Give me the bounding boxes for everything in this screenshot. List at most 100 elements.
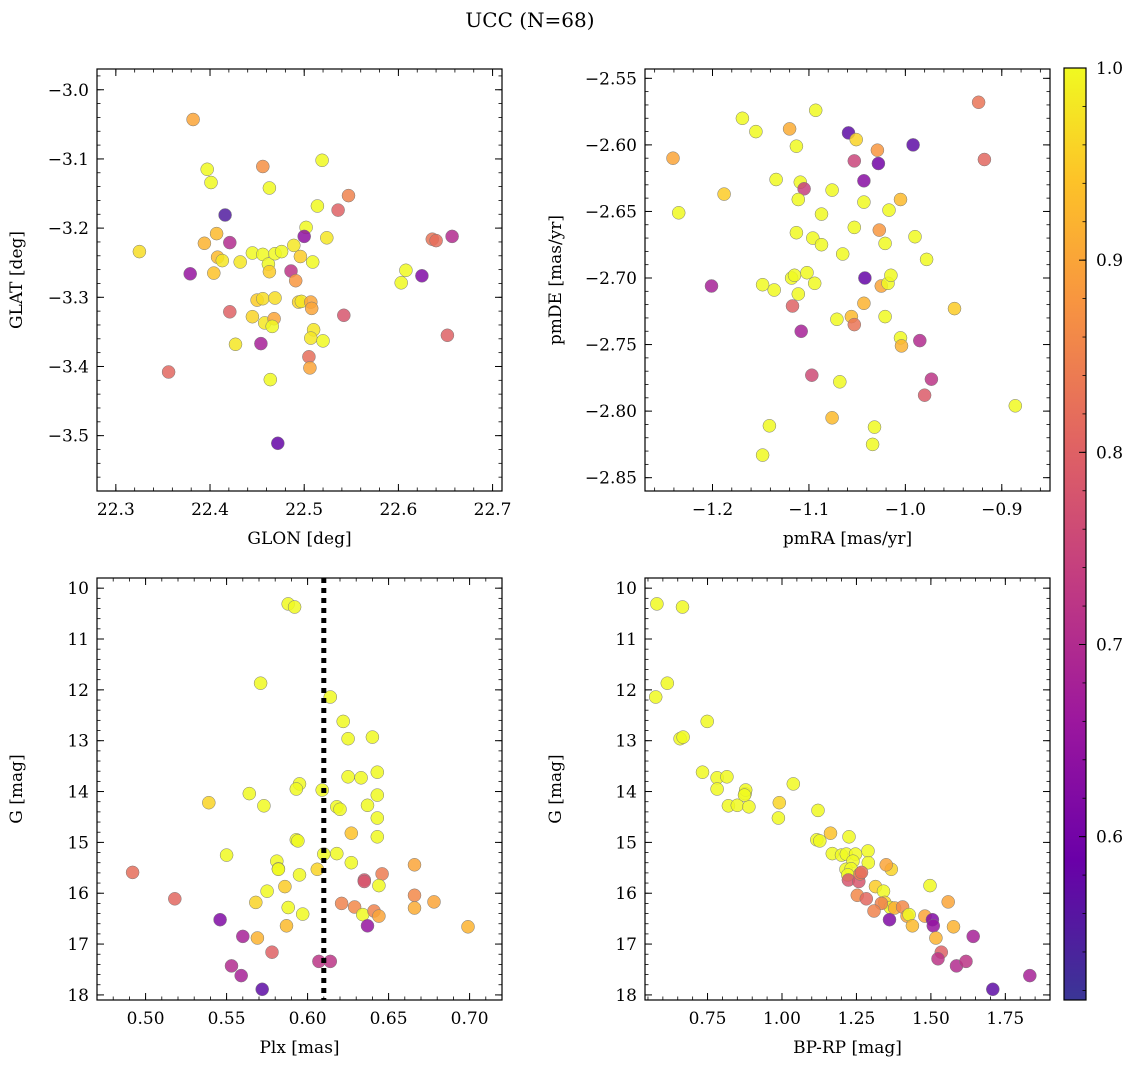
data-point <box>797 182 811 196</box>
colorbar-tick-label: 0.7 <box>1096 635 1123 655</box>
y-tick-label: 16 <box>615 884 637 904</box>
data-point <box>650 597 664 611</box>
data-point <box>204 175 218 190</box>
data-point <box>791 287 806 301</box>
data-point <box>262 181 277 195</box>
colorbar-frame <box>1063 67 1087 1001</box>
data-point <box>341 731 355 746</box>
data-point <box>695 765 710 779</box>
data-point <box>849 132 863 147</box>
data-point <box>823 826 838 840</box>
y-axis-label: G [mag] <box>7 754 27 823</box>
data-point <box>415 269 429 283</box>
data-point <box>370 830 385 844</box>
y-tick-label: 11 <box>67 630 89 650</box>
y-tick-label: 18 <box>615 986 637 1006</box>
y-tick-label: −3.1 <box>48 150 89 170</box>
data-point <box>295 907 310 921</box>
y-tick-label: 16 <box>67 884 89 904</box>
data-point <box>304 301 319 316</box>
data-point <box>749 124 763 139</box>
data-point <box>1023 968 1037 983</box>
data-point <box>256 291 270 306</box>
x-tick-label: −0.9 <box>981 500 1022 520</box>
data-point <box>257 799 271 813</box>
data-point <box>370 811 385 825</box>
y-tick-label: 15 <box>67 833 89 853</box>
data-point <box>336 714 350 729</box>
data-point <box>811 803 825 818</box>
data-point <box>800 265 814 280</box>
data-point <box>320 231 334 245</box>
x-tick-label: 0.50 <box>127 1009 165 1029</box>
data-point <box>808 103 823 118</box>
y-tick-label: −2.75 <box>585 336 637 356</box>
data-point <box>334 896 349 911</box>
x-tick-label: 0.75 <box>689 1009 727 1029</box>
colorbar-gradient <box>1064 68 1086 1000</box>
data-point <box>132 244 147 259</box>
data-point <box>168 892 182 906</box>
x-tick-label: 0.65 <box>370 1009 408 1029</box>
data-point <box>762 419 777 433</box>
data-point <box>274 244 289 259</box>
y-tick-label: −2.65 <box>585 202 637 222</box>
data-point <box>857 195 871 209</box>
y-tick-label: −2.80 <box>585 402 637 422</box>
data-point <box>878 309 892 324</box>
plot-frame <box>644 577 1051 1001</box>
x-tick-label: 1.75 <box>986 1009 1024 1029</box>
data-point <box>789 225 804 240</box>
data-point <box>894 339 909 353</box>
data-point <box>372 909 386 923</box>
data-point <box>234 968 248 983</box>
data-point <box>287 238 301 253</box>
x-tick-label: 1.00 <box>763 1009 801 1029</box>
data-point <box>303 361 317 375</box>
data-point <box>207 266 221 280</box>
data-point <box>333 802 347 817</box>
data-point <box>833 375 847 389</box>
data-point <box>959 954 973 969</box>
data-point <box>310 199 325 213</box>
data-point <box>842 830 856 844</box>
scatter-panel-1: 22.3 22.4 22.5 22.6 22.7 −3.5 −3.4 −3.3 −3.2 −3.1… <box>7 68 512 549</box>
data-point <box>291 834 305 848</box>
y-tick-label: 14 <box>67 783 89 803</box>
data-point <box>427 895 441 909</box>
data-point <box>399 263 413 278</box>
data-point <box>375 867 389 881</box>
data-point <box>825 411 839 425</box>
y-tick-label: 10 <box>67 579 89 599</box>
data-point <box>271 436 285 451</box>
data-point <box>924 372 939 386</box>
data-point <box>717 187 731 201</box>
data-point <box>304 331 318 345</box>
data-point <box>755 277 770 292</box>
y-axis-label: GLAT [deg] <box>7 231 27 329</box>
data-point <box>365 730 380 744</box>
data-point <box>260 884 274 898</box>
data-point <box>330 846 344 861</box>
data-point <box>660 676 675 690</box>
y-tick-label: 18 <box>67 986 89 1006</box>
y-tick-label: −2.55 <box>585 69 637 89</box>
data-point <box>289 782 304 796</box>
data-point <box>341 770 355 784</box>
data-point <box>870 143 885 157</box>
data-point <box>814 207 829 221</box>
data-point <box>857 174 871 188</box>
data-point <box>394 276 408 290</box>
scatter-panel-3: 0.50 0.55 0.60 0.65 0.70 10 11 12 13 14 15 16 17 18 Pl… <box>7 577 503 1058</box>
data-point <box>219 848 234 862</box>
data-point <box>941 895 955 909</box>
data-point <box>271 862 286 877</box>
x-tick-label: −1.1 <box>788 500 829 520</box>
data-point <box>215 253 230 268</box>
data-point <box>228 337 243 352</box>
scatter-panel-2: −1.2 −1.1 −1.0 −0.9 −2.85 −2.80 −2.75 −2.70 −2.6… <box>546 68 1051 549</box>
data-point <box>209 226 224 241</box>
data-point <box>233 255 247 269</box>
data-point <box>293 249 308 264</box>
colorbar-tick-label: 0.9 <box>1096 251 1123 271</box>
